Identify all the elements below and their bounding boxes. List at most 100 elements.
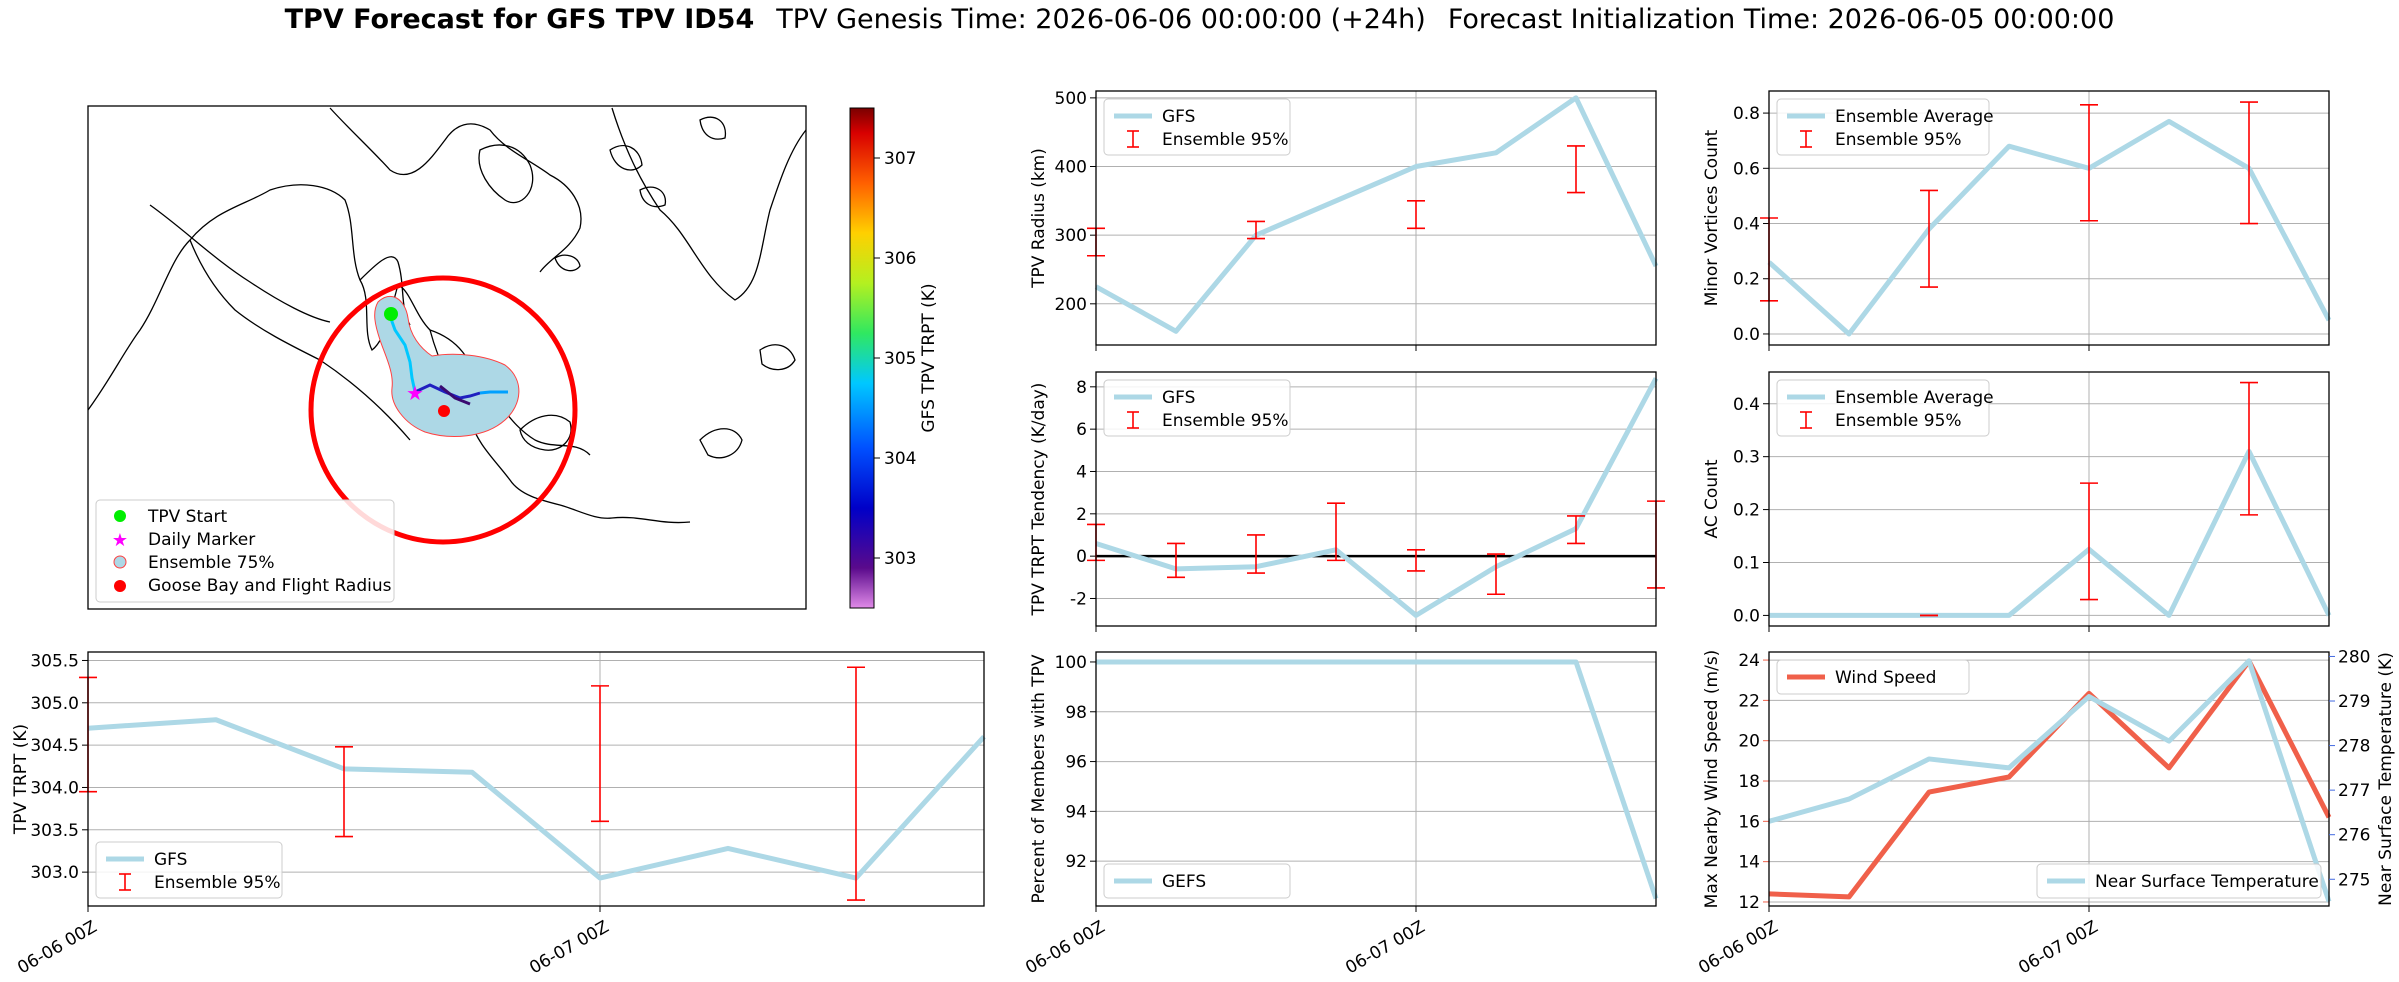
plot-frame (1768, 651, 2330, 907)
daily-marker-star: ★ (406, 381, 424, 405)
plot-frame (1768, 371, 2330, 627)
plot-frame (1095, 371, 1657, 627)
y-right-tick-label: 280 (2338, 647, 2370, 667)
panel-tpv-trpt: 303.0 303.5 304.0 304.5 305.0 305.5 06-06 00Z 0… (11, 651, 986, 978)
y-tick-label: 92 (1065, 852, 1087, 872)
legend-box (1103, 98, 1291, 156)
plot-frame (1095, 651, 1657, 907)
y-tick-label: 0.3 (1733, 448, 1760, 468)
colorbar-tick-label: 305 (884, 349, 916, 369)
series-line-near-surface-temperature (1768, 658, 2332, 903)
panel-minor-vortices: 0.0 0.2 0.4 0.6 0.8 Minor Vortices Count Ensem… (1702, 90, 2332, 351)
legend-label: GFS (1162, 107, 1195, 127)
legend-label: GFS (1162, 388, 1195, 408)
boundary-arc (149, 204, 331, 323)
coast-newfoundland (519, 414, 572, 451)
plot-frame (1768, 90, 2330, 346)
legend-label: GFS (154, 850, 187, 870)
series-line-gfs (87, 717, 986, 881)
figure-title: TPV Forecast for GFS TPV ID54 TPV Genesis… (0, 4, 2399, 44)
legend-box (1776, 379, 1990, 437)
x-tick-label: 06-07 00Z (2015, 917, 2101, 978)
map-panel: ★ TPV Start ★ Daily Marker Ensemble 75% … (87, 105, 939, 610)
y-tick-label: 303.0 (30, 863, 79, 883)
y-tick-label: 304.5 (30, 736, 79, 756)
legend-box (95, 841, 283, 899)
tpv-track-d (439, 384, 471, 406)
y-tick-label: 0.4 (1733, 395, 1760, 415)
panel-wind-temperature: 12 14 16 18 20 22 24 06-06 00Z 06-07 00Z Max Near… (1695, 647, 2396, 978)
colorbar-gradient (849, 107, 875, 609)
map-legend-box (95, 499, 395, 603)
panel-tpv-radius: 200 300 400 500 TPV Radius (km) GFS Ensemble 9… (1029, 89, 1659, 351)
legend-label: Ensemble Average (1835, 388, 1994, 408)
legend-box (1776, 659, 1970, 695)
legend-box (2036, 863, 2322, 899)
y-axis-label: TPV Radius (km) (1029, 148, 1049, 289)
y-tick-label: 20 (1738, 732, 1760, 752)
coast-island-a (554, 254, 581, 272)
y-tick-label: 22 (1738, 691, 1760, 711)
x-tick-label: 06-06 00Z (1695, 917, 1781, 978)
coast-arctic-islands (329, 107, 582, 273)
boundary-canada (189, 239, 411, 441)
y-tick-label: 0.1 (1733, 554, 1760, 574)
colorbar: 307 306 305 304 303 GFS TPV TRPT (K) (849, 107, 939, 609)
y-tick-label: 16 (1738, 812, 1760, 832)
y-tick-label: 94 (1065, 802, 1087, 822)
y-tick-label: 304.0 (30, 778, 79, 798)
title-genesis: TPV Genesis Time: 2026-06-06 00:00:00 (+… (776, 4, 1426, 35)
y-tick-label: 96 (1065, 753, 1087, 773)
y-tick-label: 0.6 (1733, 159, 1760, 179)
legend-label: Ensemble 95% (1162, 411, 1289, 431)
y-axis-label: TPV TRPT (K) (11, 724, 31, 835)
y-tick-label: 305.5 (30, 651, 79, 671)
legend-start-icon (114, 510, 126, 522)
map-legend: TPV Start ★ Daily Marker Ensemble 75% Go… (95, 499, 395, 603)
y-tick-label: 18 (1738, 772, 1760, 792)
legend-label: Near Surface Temperature (2095, 872, 2319, 892)
colorbar-tick-label: 307 (884, 149, 916, 169)
y-tick-label: -2 (1070, 589, 1087, 609)
ensemble-75-area (374, 296, 520, 437)
y-axis-label: Minor Vortices Count (1702, 129, 1722, 306)
y-tick-label: 98 (1065, 703, 1087, 723)
panel-trpt-tendency: -2 0 2 4 6 8 TPV TRPT Tendency (K/day) GFS Ensem… (1029, 371, 1665, 632)
y-tick-label: 24 (1738, 651, 1760, 671)
legend-label: Ensemble Average (1835, 107, 1994, 127)
y-right-tick-label: 279 (2338, 692, 2370, 712)
series-line-gfs (1094, 95, 1659, 334)
y-right-tick-label: 277 (2338, 781, 2370, 801)
title-bold: TPV Forecast for GFS TPV ID54 (284, 4, 755, 35)
y-axis-label: Percent of Members with TPV (1029, 654, 1049, 903)
flight-radius-circle (308, 275, 578, 545)
coast-baffin (478, 144, 534, 204)
y-tick-label: 8 (1076, 378, 1087, 398)
tpv-track-a (388, 315, 417, 393)
y-tick-label: 4 (1076, 462, 1087, 482)
y-tick-label: 303.5 (30, 821, 79, 841)
plot-frame (1095, 90, 1657, 346)
y-tick-label: 200 (1055, 295, 1087, 315)
y-tick-label: 6 (1076, 420, 1087, 440)
legend-box (1103, 379, 1291, 437)
y-tick-label: 14 (1738, 853, 1760, 873)
plot-frame (87, 651, 985, 907)
legend-ensemble-icon (113, 555, 127, 569)
panel-members-percent: 92 94 96 98 100 06-06 00Z 06-07 00Z Percent of … (1022, 651, 1659, 978)
tpv-start-marker (384, 307, 398, 321)
y-right-tick-label: 276 (2338, 826, 2370, 846)
goose-bay-marker (438, 405, 450, 417)
y-tick-label: 500 (1055, 89, 1087, 109)
y-right-tick-label: 275 (2338, 870, 2370, 890)
y-tick-label: 0.2 (1733, 501, 1760, 521)
y-tick-label: 400 (1055, 158, 1087, 178)
coast-greenland (611, 107, 806, 301)
tpv-track-c (479, 390, 508, 395)
legend-goosebay-label: Goose Bay and Flight Radius (148, 576, 392, 596)
legend-label: Ensemble 95% (1835, 411, 1962, 431)
colorbar-tick-label: 306 (884, 249, 916, 269)
y-tick-label: 12 (1738, 893, 1760, 913)
coast-islands-b (609, 116, 727, 208)
